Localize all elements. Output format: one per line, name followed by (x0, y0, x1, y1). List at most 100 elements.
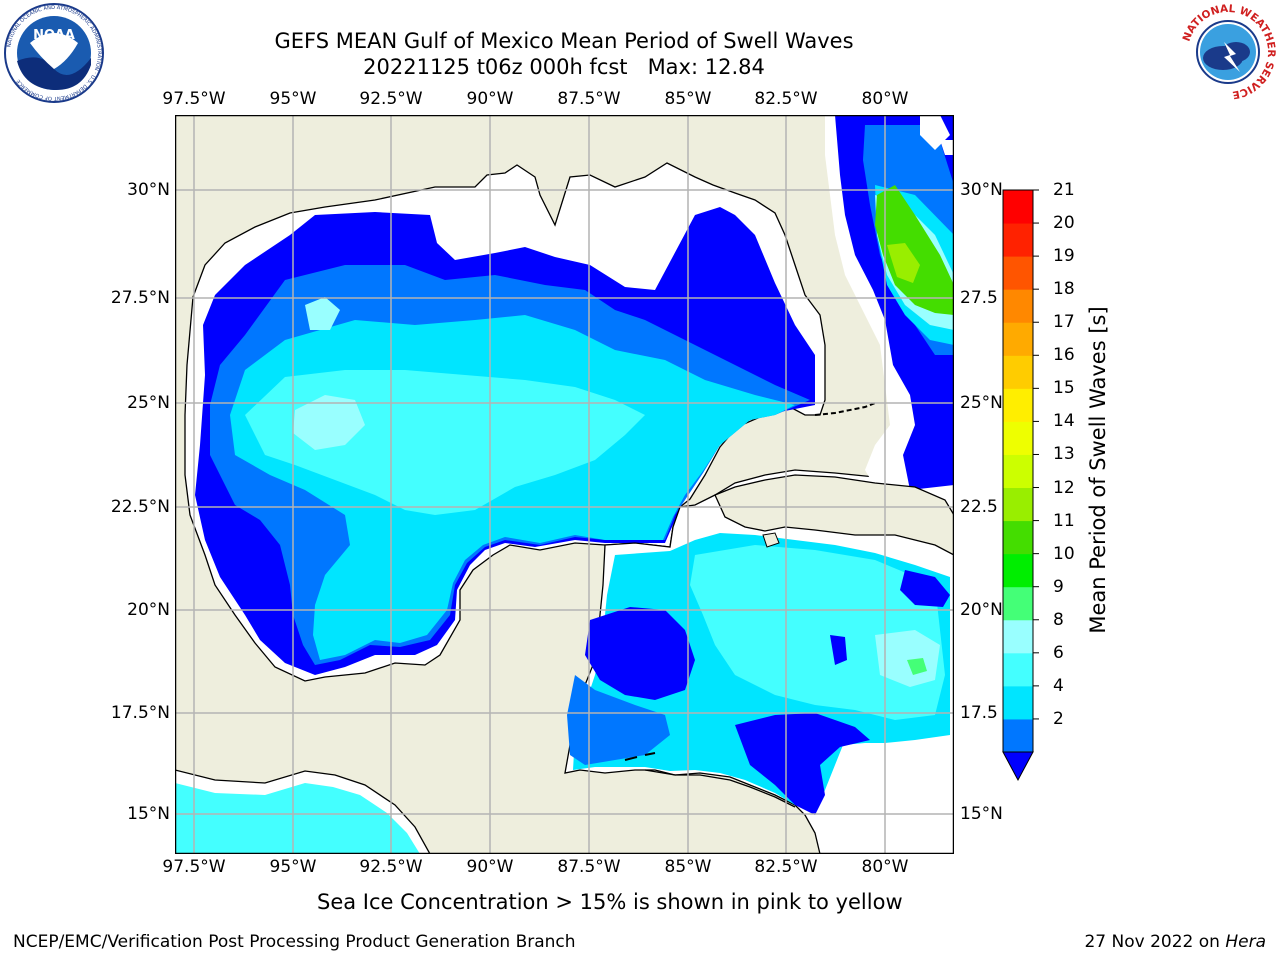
colorbar-segment (1003, 718, 1033, 753)
lon-bot-label: 87.5°W (557, 857, 621, 877)
lat-right-label: 25°N (960, 393, 1003, 413)
lon-top-label: 90°W (466, 89, 514, 109)
colorbar-segment (1003, 685, 1033, 720)
colorbar-extend-triangle (1002, 751, 1034, 782)
colorbar-segment (1003, 520, 1033, 555)
nws-logo: NATIONAL WEATHER SERVICE (1180, 3, 1277, 101)
colorbar-tick-label: 8 (1053, 609, 1064, 630)
colorbar-segment (1003, 355, 1033, 389)
caribbean-dark-blue-west (585, 607, 695, 700)
colorbar-segment (1003, 388, 1033, 422)
gridlines (175, 115, 954, 854)
lon-top-label: 87.5°W (557, 89, 621, 109)
colorbar-tick-label: 17 (1053, 312, 1075, 333)
lat-left-label: 25°N (127, 393, 170, 413)
colorbar-segment (1003, 289, 1033, 323)
lon-bot-label: 92.5°W (359, 857, 423, 877)
caribbean-blue-east-patch (900, 570, 950, 607)
colorbar-tick-label: 13 (1053, 444, 1075, 465)
gulf-pale-cyan-patch-2 (305, 297, 340, 330)
colorbar-tick-label: 16 (1053, 345, 1075, 366)
colorbar-segment (1003, 652, 1033, 687)
florida-keys (814, 402, 876, 416)
colorbar-segment (1003, 553, 1033, 588)
lat-right-label: 30°N (960, 180, 1003, 200)
lon-bot-label: 80°W (861, 857, 909, 877)
gulf-field (184, 162, 826, 682)
atlantic-white-spot-2 (940, 140, 954, 155)
colorbar-segment (1003, 421, 1033, 455)
chart-subtitle-run: 20221125 t06z 000h fcst Max: 12.84 (363, 55, 765, 79)
lon-top-label: 82.5°W (754, 89, 818, 109)
colorbar-tick-label: 10 (1053, 543, 1075, 564)
colorbar-segment (1003, 190, 1033, 224)
lon-top-label: 80°W (861, 89, 909, 109)
colorbar (1002, 189, 1039, 782)
colorbar-tick-label: 11 (1053, 510, 1075, 531)
lon-top-label: 97.5°W (162, 89, 226, 109)
colorbar-tick-label: 12 (1053, 477, 1075, 498)
colorbar-segment (1003, 586, 1033, 621)
colorbar-tick-label: 18 (1053, 279, 1075, 300)
caribbean-field (564, 469, 954, 854)
atlantic-yellowgreen-zone (887, 243, 920, 283)
footer-date: 27 Nov 2022 on Hera (1084, 932, 1266, 952)
colorbar-tick-label: 15 (1053, 378, 1075, 399)
lat-left-label: 17.5°N (110, 703, 170, 723)
lon-bot-label: 85°W (664, 857, 712, 877)
lat-left-label: 27.5°N (110, 288, 170, 308)
lon-bot-label: 82.5°W (754, 857, 818, 877)
lon-bot-label: 97.5°W (162, 857, 226, 877)
colorbar-frame (1002, 189, 1034, 753)
colorbar-tick-label: 21 (1053, 180, 1075, 200)
colorbar-segment (1003, 223, 1033, 257)
caribbean-light-cyan-zone (690, 545, 945, 720)
map-panel (175, 115, 954, 854)
sea-ice-note: Sea Ice Concentration > 15% is shown in … (317, 890, 903, 914)
colorbar-tick-label: 20 (1053, 213, 1075, 234)
colorbar-tick-label: 19 (1053, 246, 1075, 267)
lat-left-label: 15°N (127, 804, 170, 824)
cuba-island (714, 474, 954, 556)
bay-islands (624, 752, 656, 761)
colorbar-segment (1003, 454, 1033, 489)
colorbar-tick-label: 2 (1053, 708, 1064, 729)
colorbar-segment (1003, 487, 1033, 522)
caribbean-green-spot (907, 658, 927, 675)
lat-right-label: 20°N (960, 600, 1003, 620)
colorbar-segment (1003, 619, 1033, 654)
caribbean-pale-patch (875, 630, 940, 687)
chart-title: GEFS MEAN Gulf of Mexico Mean Period of … (274, 29, 854, 53)
caribbean-mid-blue-west (567, 675, 670, 765)
map-frame (175, 115, 954, 854)
noaa-logo: NOAA NATIONAL OCEANIC AND ATMOSPHERIC AD… (4, 3, 104, 103)
colorbar-tick-label: 14 (1053, 411, 1075, 432)
lon-top-label: 95°W (269, 89, 317, 109)
lat-left-label: 22.5°N (110, 497, 170, 517)
colorbar-tick-label: 6 (1053, 642, 1064, 663)
caribbean-dark-blue-south (735, 713, 870, 815)
honduras-coast (644, 769, 796, 808)
colorbar-tick-label: 9 (1053, 576, 1064, 597)
colorbar-segment (1003, 256, 1033, 290)
pacific-cyan-zone (175, 783, 420, 854)
lat-right-label: 22.5 (960, 497, 998, 517)
footer-credit: NCEP/EMC/Verification Post Processing Pr… (13, 932, 576, 952)
lat-left-label: 20°N (127, 600, 170, 620)
isla-juventud (762, 532, 780, 548)
colorbar-segment (1003, 322, 1033, 356)
gulf-pale-cyan-patch (293, 395, 365, 450)
lon-top-label: 92.5°W (359, 89, 423, 109)
noaa-logo-text: NOAA (33, 28, 75, 43)
lon-bot-label: 95°W (269, 857, 317, 877)
footer-date-text: 27 Nov 2022 on (1084, 932, 1226, 952)
colorbar-label: Mean Period of Swell Waves [s] (1086, 306, 1110, 634)
lon-bot-label: 90°W (466, 857, 514, 877)
colorbar-tick-label: 4 (1053, 675, 1064, 696)
lat-left-label: 30°N (127, 180, 170, 200)
islands (624, 402, 954, 808)
lon-top-label: 85°W (664, 89, 712, 109)
lat-right-label: 15°N (960, 804, 1003, 824)
caribbean-blue-spot (830, 635, 847, 665)
lat-right-label: 27.5 (960, 288, 998, 308)
